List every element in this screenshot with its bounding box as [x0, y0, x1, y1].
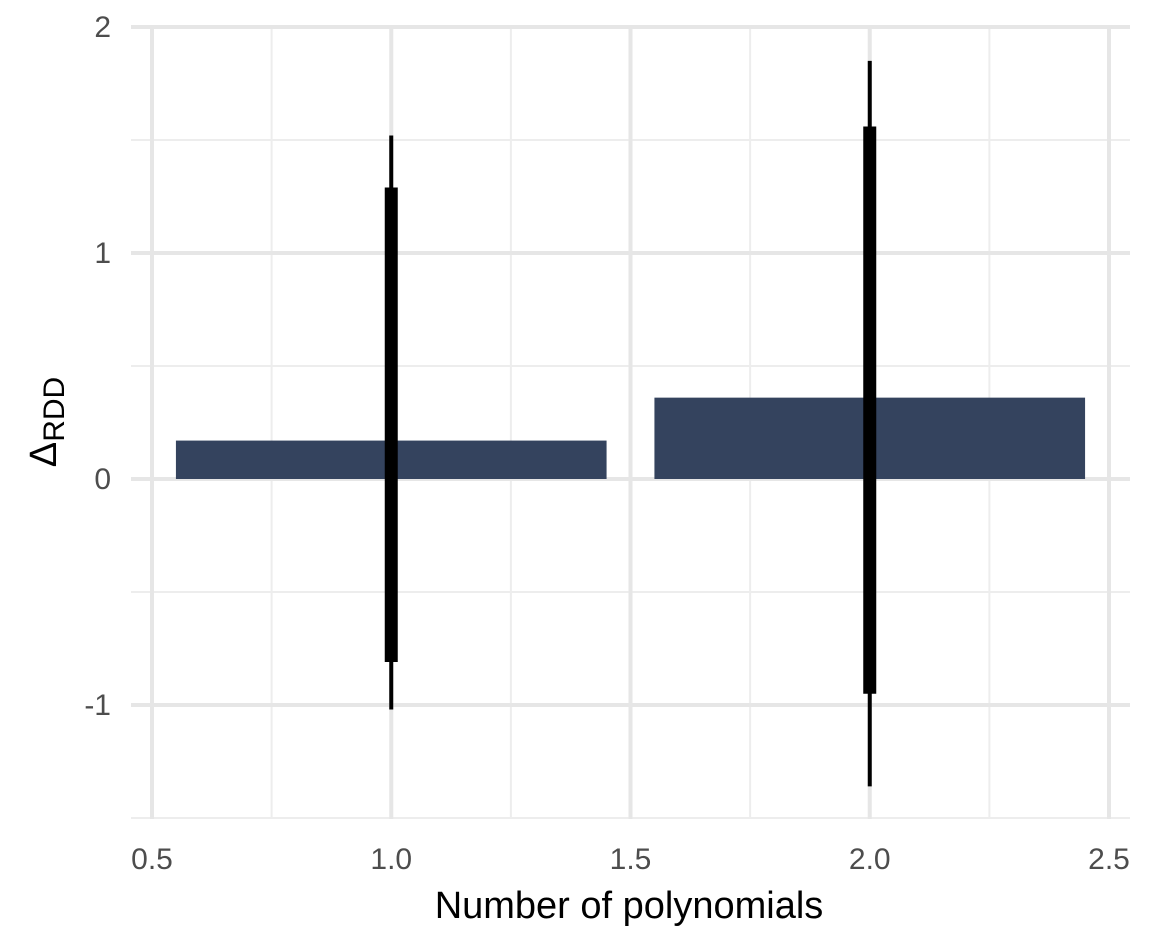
x-tick-labels: 0.5 1.0 1.5 2.0 2.5 [131, 843, 1130, 876]
y-tick-label: 0 [94, 463, 111, 496]
y-tick-labels: -1 0 1 2 [84, 11, 111, 722]
x-tick-label: 2.0 [849, 843, 891, 876]
x-tick-label: 0.5 [131, 843, 173, 876]
y-tick-label: 2 [94, 11, 111, 44]
y-axis-label-subscript: RDD [38, 377, 71, 442]
x-tick-label: 1.0 [370, 843, 412, 876]
y-axis-label-symbol: Δ [23, 442, 65, 467]
x-tick-label: 2.5 [1088, 843, 1130, 876]
x-tick-label: 1.5 [610, 843, 652, 876]
y-axis-label: ΔRDD [23, 377, 71, 467]
y-tick-label: 1 [94, 237, 111, 270]
error-bars [384, 60, 877, 787]
y-tick-label: -1 [84, 689, 111, 722]
x-axis-label: Number of polynomials [435, 885, 824, 927]
